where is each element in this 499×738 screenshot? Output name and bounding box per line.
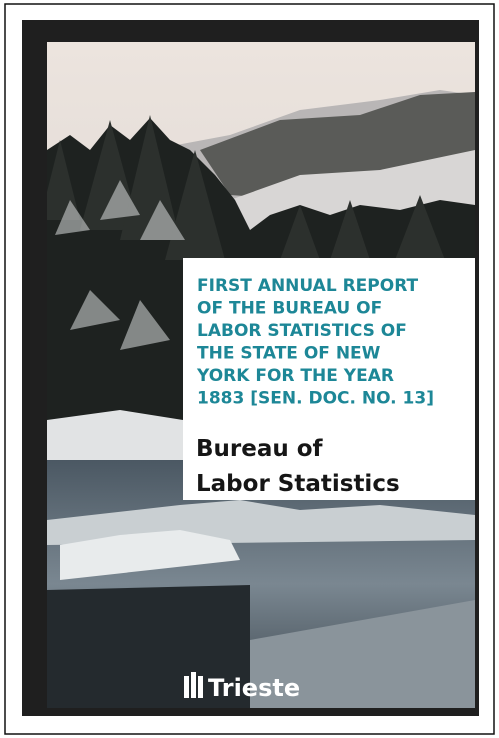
title-line: LABOR STATISTICS OF: [197, 321, 407, 341]
author-line: Bureau of: [196, 436, 324, 462]
publisher-name: Trieste: [208, 674, 300, 702]
publisher-logo: Trieste: [184, 672, 300, 702]
title-line: THE STATE OF NEW: [197, 344, 381, 364]
title-line: YORK FOR THE YEAR: [196, 366, 394, 386]
book-cover-page: FIRST ANNUAL REPORT OF THE BUREAU OFLABOR…: [0, 0, 499, 738]
title-line: 1883 [SEN. DOC. NO. 13]: [197, 389, 434, 409]
title-line: FIRST ANNUAL REPORT: [197, 276, 419, 296]
title-line: OF THE BUREAU OF: [197, 299, 382, 319]
author-line: Labor Statistics: [196, 471, 400, 497]
